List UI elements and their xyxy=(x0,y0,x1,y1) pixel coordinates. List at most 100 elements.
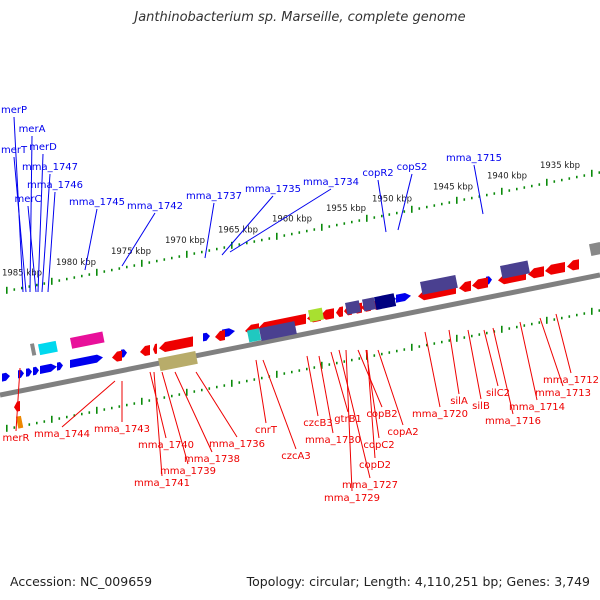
forward-leader-line xyxy=(377,179,387,233)
ruler-minor-tick xyxy=(351,358,353,362)
forward-leader-line xyxy=(29,135,33,293)
ruler-major-tick xyxy=(51,415,53,423)
reverse-gene-label: mma_1740 xyxy=(138,440,194,451)
ruler-minor-tick xyxy=(126,403,128,407)
ruler-minor-tick xyxy=(261,376,263,380)
ruler-minor-tick xyxy=(298,369,301,372)
forward-leader-line xyxy=(229,188,332,253)
ruler-minor-tick xyxy=(253,240,256,243)
reverse-gene-label: copD2 xyxy=(359,460,391,471)
ruler-minor-tick xyxy=(261,238,263,242)
ruler-minor-tick xyxy=(133,264,136,267)
forward-leader-line xyxy=(473,164,484,215)
reverse-leader-line xyxy=(153,371,163,477)
ruler-minor-tick xyxy=(523,186,526,189)
ruler-major-tick xyxy=(591,169,593,177)
ruler-minor-tick xyxy=(163,396,166,399)
ruler-minor-tick xyxy=(156,259,158,263)
tick-label: 1955 kbp xyxy=(326,204,366,214)
reverse-gene-label: mma_1714 xyxy=(509,402,565,413)
reverse-gene-label: mma_1713 xyxy=(535,388,591,399)
ruler-minor-tick xyxy=(486,193,488,197)
reverse-gene-label: silB xyxy=(472,401,490,412)
ruler-major-tick xyxy=(546,316,548,324)
reverse-leader-line xyxy=(318,355,334,434)
ruler-minor-tick xyxy=(576,313,578,317)
ruler-minor-tick xyxy=(568,315,571,318)
ruler-minor-tick xyxy=(253,378,256,381)
ruler-minor-tick xyxy=(358,219,361,222)
feature-block xyxy=(30,343,37,356)
ruler-minor-tick xyxy=(441,202,443,206)
ruler-minor-tick xyxy=(73,276,76,279)
ruler-minor-tick xyxy=(553,318,556,321)
ruler-minor-tick xyxy=(388,351,391,354)
forward-gene-label: merA xyxy=(19,124,46,135)
ruler-minor-tick xyxy=(58,279,61,282)
reverse-leader-line xyxy=(330,351,349,413)
tick-label: 1965 kbp xyxy=(218,225,258,235)
reverse-gene-label: copA2 xyxy=(387,427,418,438)
ruler-minor-tick xyxy=(336,223,338,227)
ruler-major-tick xyxy=(141,397,143,405)
ruler-minor-tick xyxy=(313,228,316,231)
forward-gene-arrow xyxy=(57,362,63,371)
ruler-minor-tick xyxy=(283,372,286,375)
ruler-minor-tick xyxy=(13,288,16,291)
ruler-minor-tick xyxy=(448,201,451,204)
ruler-major-tick xyxy=(141,259,143,267)
ruler-minor-tick xyxy=(583,174,586,177)
ruler-minor-tick xyxy=(73,414,76,417)
ruler-minor-tick xyxy=(583,312,586,315)
ruler-minor-tick xyxy=(576,175,578,179)
ruler-minor-tick xyxy=(171,256,173,260)
ruler-minor-tick xyxy=(216,385,218,389)
ruler-minor-tick xyxy=(396,349,398,353)
forward-gene-label: merT xyxy=(1,145,28,156)
ruler-minor-tick xyxy=(13,426,16,429)
forward-gene-arrow xyxy=(222,328,235,338)
ruler-minor-tick xyxy=(486,331,488,335)
reverse-leader-line xyxy=(174,371,213,453)
ruler-minor-tick xyxy=(448,339,451,342)
reverse-leader-line xyxy=(15,367,21,432)
reverse-gene-label: cnrT xyxy=(255,425,278,436)
reverse-gene-label: copB2 xyxy=(366,409,397,420)
reverse-gene-arrow xyxy=(459,280,471,292)
forward-gene-arrow xyxy=(2,372,10,382)
ruler-minor-tick xyxy=(238,381,241,384)
ruler-major-tick xyxy=(231,241,233,249)
forward-gene-arrow xyxy=(26,368,32,377)
forward-gene-label: mma_1745 xyxy=(69,197,125,208)
tick-label: 1960 kbp xyxy=(272,215,312,225)
ruler-minor-tick xyxy=(133,402,136,405)
reverse-gene-label: mma_1716 xyxy=(485,416,541,427)
ruler-minor-tick xyxy=(531,184,533,188)
ruler-minor-tick xyxy=(313,366,316,369)
ruler-minor-tick xyxy=(81,412,83,416)
reverse-leader-line xyxy=(519,321,538,401)
reverse-leader-line xyxy=(424,331,441,408)
feature-block xyxy=(308,307,325,323)
reverse-leader-line xyxy=(483,329,499,387)
ruler-minor-tick xyxy=(553,180,556,183)
reverse-gene-label: mma_1739 xyxy=(160,466,216,477)
reverse-gene-label: mma_1744 xyxy=(34,429,90,440)
reverse-leader-line xyxy=(255,359,267,424)
ruler-minor-tick xyxy=(403,210,406,213)
ruler-minor-tick xyxy=(328,225,331,228)
ruler-minor-tick xyxy=(478,333,481,336)
forward-gene-label: merP xyxy=(1,105,27,116)
reverse-gene-label: mma_1741 xyxy=(134,478,190,489)
map-title: Janthinobacterium sp. Marseille, complet… xyxy=(134,10,466,25)
ruler-major-tick xyxy=(321,361,323,369)
sequence-backbone xyxy=(0,272,600,398)
reverse-leader-line xyxy=(149,371,167,439)
forward-leader-line xyxy=(84,208,98,271)
ruler-minor-tick xyxy=(208,387,211,390)
ruler-minor-tick xyxy=(328,363,331,366)
ruler-minor-tick xyxy=(516,187,518,191)
ruler-minor-tick xyxy=(171,394,173,398)
forward-gene-arrow xyxy=(203,332,210,342)
feature-block xyxy=(246,328,262,343)
